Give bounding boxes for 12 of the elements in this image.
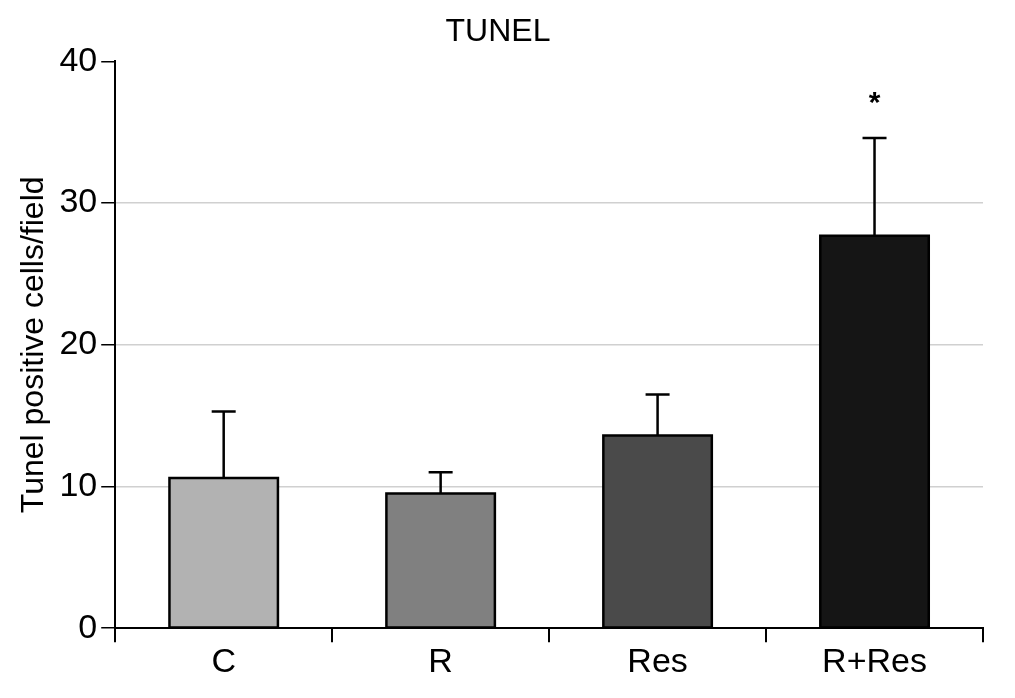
y-tick-label: 30: [59, 181, 98, 220]
x-tick-label: C: [211, 640, 236, 679]
x-tick-label: R+Res: [822, 640, 927, 679]
chart-title: TUNEL: [445, 12, 551, 49]
annotation: *: [868, 84, 881, 118]
x-tick-label: Res: [627, 640, 688, 679]
y-tick-label: 20: [59, 323, 98, 362]
x-tick-label: R: [428, 640, 453, 679]
y-axis-title: Tunel positive cells/field: [14, 176, 51, 514]
y-tick-label: 10: [59, 464, 98, 503]
y-tick-label: 0: [78, 606, 98, 645]
y-tick-label: 40: [59, 39, 98, 78]
